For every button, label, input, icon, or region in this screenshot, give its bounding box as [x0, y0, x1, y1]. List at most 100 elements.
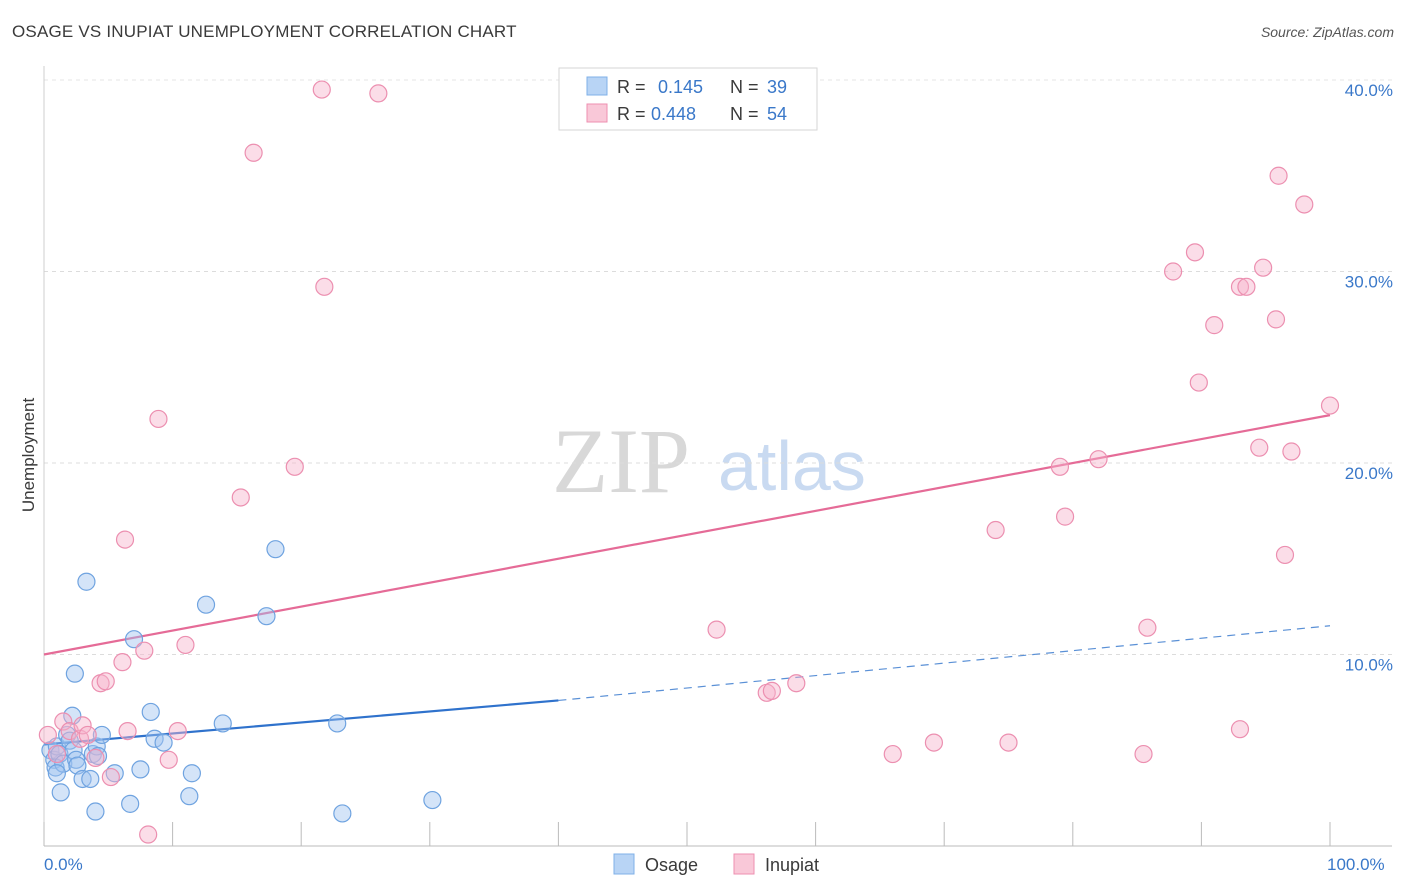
y-tick-label: 40.0%: [1345, 81, 1393, 100]
inupiat-point: [149, 409, 168, 429]
chart-title: OSAGE VS INUPIAT UNEMPLOYMENT CORRELATIO…: [12, 22, 517, 41]
osage-point: [141, 702, 160, 722]
inupiat-point: [115, 530, 135, 549]
osage-trend-line: [43, 699, 559, 746]
inupiat-point: [47, 744, 66, 764]
inupiat-point: [113, 653, 132, 672]
osage-trend-extension: [558, 625, 1331, 702]
inupiat-point: [1275, 545, 1295, 565]
inupiat-point: [1164, 262, 1183, 281]
inupiat-point: [244, 143, 263, 162]
osage-point: [145, 729, 164, 748]
legend-n-label-inupiat: N =: [730, 104, 759, 124]
inupiat-point: [1230, 720, 1250, 739]
bottom-legend-swatch-inupiat: [733, 853, 755, 875]
osage-point: [154, 733, 173, 752]
osage-point: [257, 607, 276, 626]
bottom-legend-label-osage: Osage: [645, 855, 698, 875]
inupiat-point: [231, 488, 250, 507]
inupiat-point: [762, 681, 781, 700]
inupiat-point: [1205, 316, 1224, 335]
inupiat-point: [1320, 396, 1340, 415]
osage-point: [124, 630, 144, 649]
watermark-atlas: atlas: [718, 427, 866, 505]
osage-point: [47, 764, 66, 783]
osage-point: [182, 764, 201, 783]
inupiat-point: [139, 825, 158, 844]
inupiat-point: [86, 748, 105, 768]
inupiat-point: [369, 84, 388, 103]
inupiat-point: [787, 674, 806, 693]
y-tick-label: 20.0%: [1345, 464, 1393, 483]
inupiat-point: [73, 716, 92, 735]
osage-point: [73, 769, 92, 789]
inupiat-point: [101, 767, 120, 787]
inupiat-point: [285, 457, 304, 476]
inupiat-point: [159, 750, 178, 769]
legend-r-value-osage: 0.145: [658, 77, 703, 97]
osage-point: [67, 750, 86, 769]
x-tick-label-min: 0.0%: [44, 855, 83, 874]
inupiat-point: [1282, 442, 1301, 461]
inupiat-point: [1230, 277, 1250, 296]
inupiat-point: [1269, 166, 1288, 185]
osage-point: [423, 790, 442, 810]
legend-r-label-inupiat: R =: [617, 104, 646, 124]
inupiat-point: [999, 733, 1018, 752]
y-axis-label: Unemployment: [19, 398, 38, 513]
inupiat-point: [1189, 373, 1208, 392]
series-legend: Osage Inupiat: [613, 853, 819, 875]
osage-point: [81, 769, 100, 789]
bottom-legend-label-inupiat: Inupiat: [765, 855, 819, 875]
inupiat-point: [176, 635, 195, 655]
y-tick-label: 30.0%: [1345, 273, 1393, 292]
osage-point: [333, 804, 352, 823]
osage-point: [51, 783, 70, 802]
inupiat-point: [315, 277, 334, 296]
legend-r-value-inupiat: 0.448: [651, 104, 696, 124]
bottom-legend-swatch-osage: [613, 853, 635, 875]
inupiat-point: [883, 744, 902, 764]
legend-n-value-osage: 39: [767, 77, 787, 97]
inupiat-point: [38, 725, 57, 745]
inupiat-point: [924, 733, 944, 752]
osage-point: [328, 714, 347, 733]
inupiat-point: [135, 641, 154, 660]
osage-point: [65, 664, 84, 683]
inupiat-point: [1185, 243, 1205, 262]
inupiat-point: [78, 725, 97, 745]
inupiat-point: [54, 712, 73, 731]
osage-point: [266, 540, 285, 559]
inupiat-point: [1089, 450, 1108, 469]
inupiat-point: [1266, 310, 1286, 329]
inupiat-point: [1055, 507, 1075, 526]
inupiat-point: [707, 620, 726, 639]
osage-point: [196, 595, 216, 614]
osage-point: [68, 756, 87, 775]
legend-r-label-osage: R =: [617, 77, 646, 97]
inupiat-point: [986, 520, 1005, 540]
osage-point: [213, 714, 232, 733]
inupiat-point: [1237, 277, 1256, 296]
inupiat-point: [168, 721, 187, 741]
osage-point: [131, 760, 150, 779]
legend-swatch-inupiat: [586, 103, 608, 123]
inupiat-point: [1295, 195, 1314, 214]
inupiat-point: [312, 80, 331, 99]
data-points: [38, 80, 1340, 844]
axes: [43, 66, 1392, 847]
stats-legend: R = 0.145 N = 39 R = 0.448 N = 54: [558, 67, 818, 131]
osage-point: [180, 787, 199, 806]
watermark-zip: ZIP: [552, 410, 690, 512]
inupiat-point: [1134, 744, 1153, 764]
osage-point: [77, 572, 96, 591]
osage-point: [86, 802, 105, 821]
legend-n-value-inupiat: 54: [767, 104, 787, 124]
osage-point: [121, 794, 140, 813]
inupiat-point: [1050, 457, 1070, 476]
osage-point: [88, 746, 108, 766]
inupiat-point: [118, 721, 137, 741]
inupiat-point: [1138, 618, 1157, 637]
